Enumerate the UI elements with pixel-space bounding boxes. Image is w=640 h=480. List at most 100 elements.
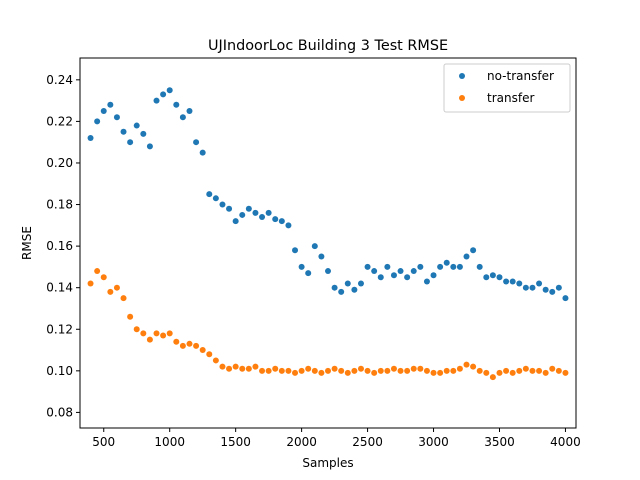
data-point-transfer: [549, 365, 556, 372]
data-point-transfer: [410, 365, 417, 372]
data-point-no-transfer: [437, 263, 444, 270]
legend-label-transfer: transfer: [487, 91, 534, 105]
data-point-transfer: [292, 369, 299, 376]
data-point-no-transfer: [536, 280, 543, 287]
x-tick-label: 2000: [286, 435, 317, 449]
data-point-transfer: [305, 365, 312, 372]
data-point-transfer: [113, 284, 120, 291]
data-point-no-transfer: [212, 195, 219, 202]
x-tick-label: 3500: [484, 435, 515, 449]
y-tick-label: 0.20: [46, 156, 73, 170]
data-point-transfer: [226, 365, 233, 372]
data-point-no-transfer: [325, 268, 331, 275]
data-point-transfer: [331, 365, 338, 372]
data-point-transfer: [252, 363, 259, 370]
data-point-no-transfer: [259, 214, 266, 221]
y-tick-label: 0.22: [46, 114, 73, 128]
data-point-transfer: [377, 367, 384, 374]
data-point-no-transfer: [377, 274, 384, 281]
data-point-transfer: [496, 369, 503, 376]
data-point-no-transfer: [509, 278, 516, 285]
data-point-transfer: [536, 367, 543, 374]
data-point-no-transfer: [542, 286, 549, 293]
data-point-transfer: [179, 342, 186, 349]
data-point-no-transfer: [344, 280, 351, 287]
data-point-no-transfer: [179, 114, 186, 121]
data-point-transfer: [94, 268, 101, 275]
data-point-no-transfer: [226, 205, 233, 212]
y-tick-label: 0.14: [46, 281, 73, 295]
plot-points: [87, 87, 569, 381]
data-point-no-transfer: [146, 143, 153, 150]
data-point-transfer: [357, 365, 364, 372]
data-point-transfer: [522, 365, 529, 372]
data-point-no-transfer: [94, 118, 101, 125]
data-point-transfer: [298, 367, 305, 374]
y-tick-label: 0.24: [46, 73, 73, 87]
data-point-no-transfer: [100, 108, 107, 115]
data-point-transfer: [430, 369, 437, 376]
data-point-no-transfer: [357, 280, 364, 287]
data-point-transfer: [470, 363, 477, 370]
data-point-no-transfer: [450, 263, 457, 270]
data-point-no-transfer: [549, 288, 556, 295]
data-point-transfer: [120, 295, 127, 302]
x-tick-label: 500: [92, 435, 115, 449]
data-point-transfer: [325, 367, 331, 374]
data-point-transfer: [397, 367, 404, 374]
data-point-no-transfer: [245, 205, 252, 212]
data-point-no-transfer: [562, 295, 569, 302]
data-point-transfer: [404, 367, 411, 374]
data-point-no-transfer: [443, 259, 450, 266]
chart-title: UJIndoorLoc Building 3 Test RMSE: [208, 38, 448, 54]
data-point-transfer: [476, 367, 483, 374]
data-point-transfer: [384, 367, 391, 374]
data-point-transfer: [542, 369, 549, 376]
data-point-no-transfer: [272, 216, 279, 223]
data-point-transfer: [318, 369, 325, 376]
data-point-transfer: [423, 367, 430, 374]
data-point-transfer: [212, 357, 219, 364]
data-point-transfer: [265, 367, 272, 374]
data-point-no-transfer: [423, 278, 430, 285]
data-point-no-transfer: [173, 101, 180, 108]
y-axis-label: RMSE: [20, 226, 34, 260]
data-point-transfer: [239, 365, 246, 372]
data-point-no-transfer: [113, 114, 120, 121]
data-point-transfer: [489, 374, 496, 381]
data-point-no-transfer: [390, 272, 397, 279]
data-point-no-transfer: [397, 268, 404, 275]
data-point-transfer: [232, 363, 239, 370]
data-point-transfer: [278, 367, 285, 374]
data-point-no-transfer: [140, 130, 147, 137]
data-point-transfer: [463, 361, 470, 368]
data-point-no-transfer: [265, 209, 272, 216]
data-point-transfer: [133, 326, 140, 333]
data-point-transfer: [351, 367, 358, 374]
data-point-no-transfer: [503, 278, 510, 285]
legend-box: [443, 63, 571, 113]
data-point-transfer: [160, 332, 167, 339]
data-point-no-transfer: [463, 253, 470, 260]
data-point-transfer: [206, 351, 213, 358]
data-point-transfer: [437, 369, 444, 376]
data-point-no-transfer: [199, 149, 206, 156]
data-point-transfer: [87, 280, 94, 287]
data-point-transfer: [555, 367, 562, 374]
data-point-transfer: [529, 367, 536, 374]
data-point-no-transfer: [384, 263, 391, 270]
data-point-transfer: [127, 313, 134, 320]
data-point-transfer: [199, 347, 206, 354]
data-point-no-transfer: [476, 263, 483, 270]
data-point-no-transfer: [529, 284, 536, 291]
data-point-no-transfer: [219, 201, 226, 208]
data-point-no-transfer: [285, 222, 292, 229]
data-point-transfer: [107, 288, 114, 295]
data-point-no-transfer: [351, 286, 358, 293]
legend-marker-transfer: [459, 95, 465, 101]
data-point-transfer: [146, 336, 153, 343]
data-point-no-transfer: [252, 209, 259, 216]
data-point-no-transfer: [292, 247, 299, 254]
series-transfer: [87, 268, 569, 381]
